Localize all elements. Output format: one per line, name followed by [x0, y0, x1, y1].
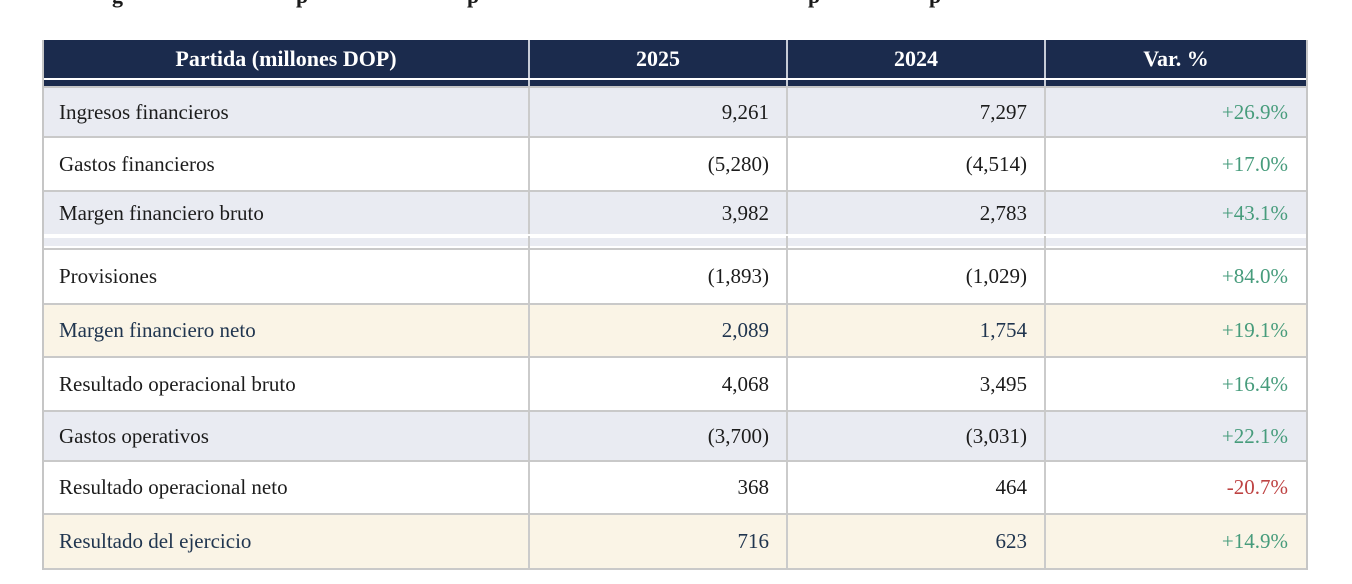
cell-var-pct: +14.9%	[1221, 529, 1288, 553]
cell-partida: Ingresos financieros	[44, 88, 530, 136]
table-row: Margen financiero bruto 3,982 2,783 +43.…	[44, 192, 1306, 236]
cell-var-pct: +84.0%	[1221, 264, 1288, 288]
cell-2024: 2,783	[788, 192, 1046, 234]
cell-2024: 7,297	[788, 88, 1046, 136]
cell-partida: Gastos financieros	[44, 138, 530, 190]
table-row: Resultado operacional bruto 4,068 3,495 …	[44, 358, 1306, 412]
column-header-2024: 2024	[788, 40, 1046, 78]
cell-2024: 1,754	[788, 305, 1046, 356]
cell-2025: (1,893)	[530, 250, 788, 303]
table-row: Gastos financieros (5,280) (4,514) +17.0…	[44, 138, 1306, 192]
cell-partida: Provisiones	[44, 250, 530, 303]
caption-fragment: g	[112, 0, 123, 7]
cell-partida: Gastos operativos	[44, 412, 530, 460]
cell-var-pct: +26.9%	[1221, 99, 1288, 124]
table-row: Margen financiero neto 2,089 1,754 +19.1…	[44, 305, 1306, 358]
cell-2025: (3,700)	[530, 412, 788, 460]
cell-2024: 3,495	[788, 358, 1046, 410]
cell-2024: (1,029)	[788, 250, 1046, 303]
cell-partida: Resultado del ejercicio	[44, 515, 530, 568]
table-row: Ingresos financieros 9,261 7,297 +26.9%	[44, 88, 1306, 138]
cell-partida: Resultado operacional bruto	[44, 358, 530, 410]
cell-var-pct: +22.1%	[1221, 423, 1288, 448]
table-row: Resultado operacional neto 368 464 -20.7…	[44, 462, 1306, 515]
table-header-row: Partida (millones DOP) 2025 2024 Var. %	[44, 40, 1306, 80]
cell-2024: 464	[788, 462, 1046, 513]
caption-fragment: p	[929, 0, 941, 7]
caption-fragment: p	[296, 0, 308, 7]
cell-2025: (5,280)	[530, 138, 788, 190]
cell-var-pct: +19.1%	[1221, 318, 1288, 342]
table-header-strip	[44, 80, 1306, 88]
table-row: Resultado del ejercicio 716 623 +14.9%	[44, 515, 1306, 570]
clipped-caption-line: g p p p p	[0, 0, 1352, 9]
cell-2024: (3,031)	[788, 412, 1046, 460]
cell-var-pct: +16.4%	[1221, 371, 1288, 396]
page-break-artifact-strip	[44, 236, 1306, 250]
cell-2025: 2,089	[530, 305, 788, 356]
cell-var-pct: +17.0%	[1221, 151, 1288, 176]
cell-2024: 623	[788, 515, 1046, 568]
cell-2025: 368	[530, 462, 788, 513]
cell-partida: Margen financiero neto	[44, 305, 530, 356]
cell-2025: 9,261	[530, 88, 788, 136]
cell-2024: (4,514)	[788, 138, 1046, 190]
column-header-partida: Partida (millones DOP)	[44, 40, 530, 78]
caption-fragment: p	[808, 0, 820, 7]
caption-fragment: p	[467, 0, 479, 7]
cell-2025: 716	[530, 515, 788, 568]
cell-var-pct: +43.1%	[1221, 200, 1288, 225]
cell-partida: Resultado operacional neto	[44, 462, 530, 513]
table-row: Provisiones (1,893) (1,029) +84.0%	[44, 250, 1306, 305]
column-header-var: Var. %	[1143, 46, 1209, 71]
cell-2025: 3,982	[530, 192, 788, 234]
cell-partida: Margen financiero bruto	[44, 192, 530, 234]
column-header-2025: 2025	[530, 40, 788, 78]
table-row: Gastos operativos (3,700) (3,031) +22.1%	[44, 412, 1306, 462]
financial-table: Partida (millones DOP) 2025 2024 Var. % …	[42, 40, 1308, 570]
cell-var-pct: -20.7%	[1226, 475, 1288, 499]
cell-2025: 4,068	[530, 358, 788, 410]
